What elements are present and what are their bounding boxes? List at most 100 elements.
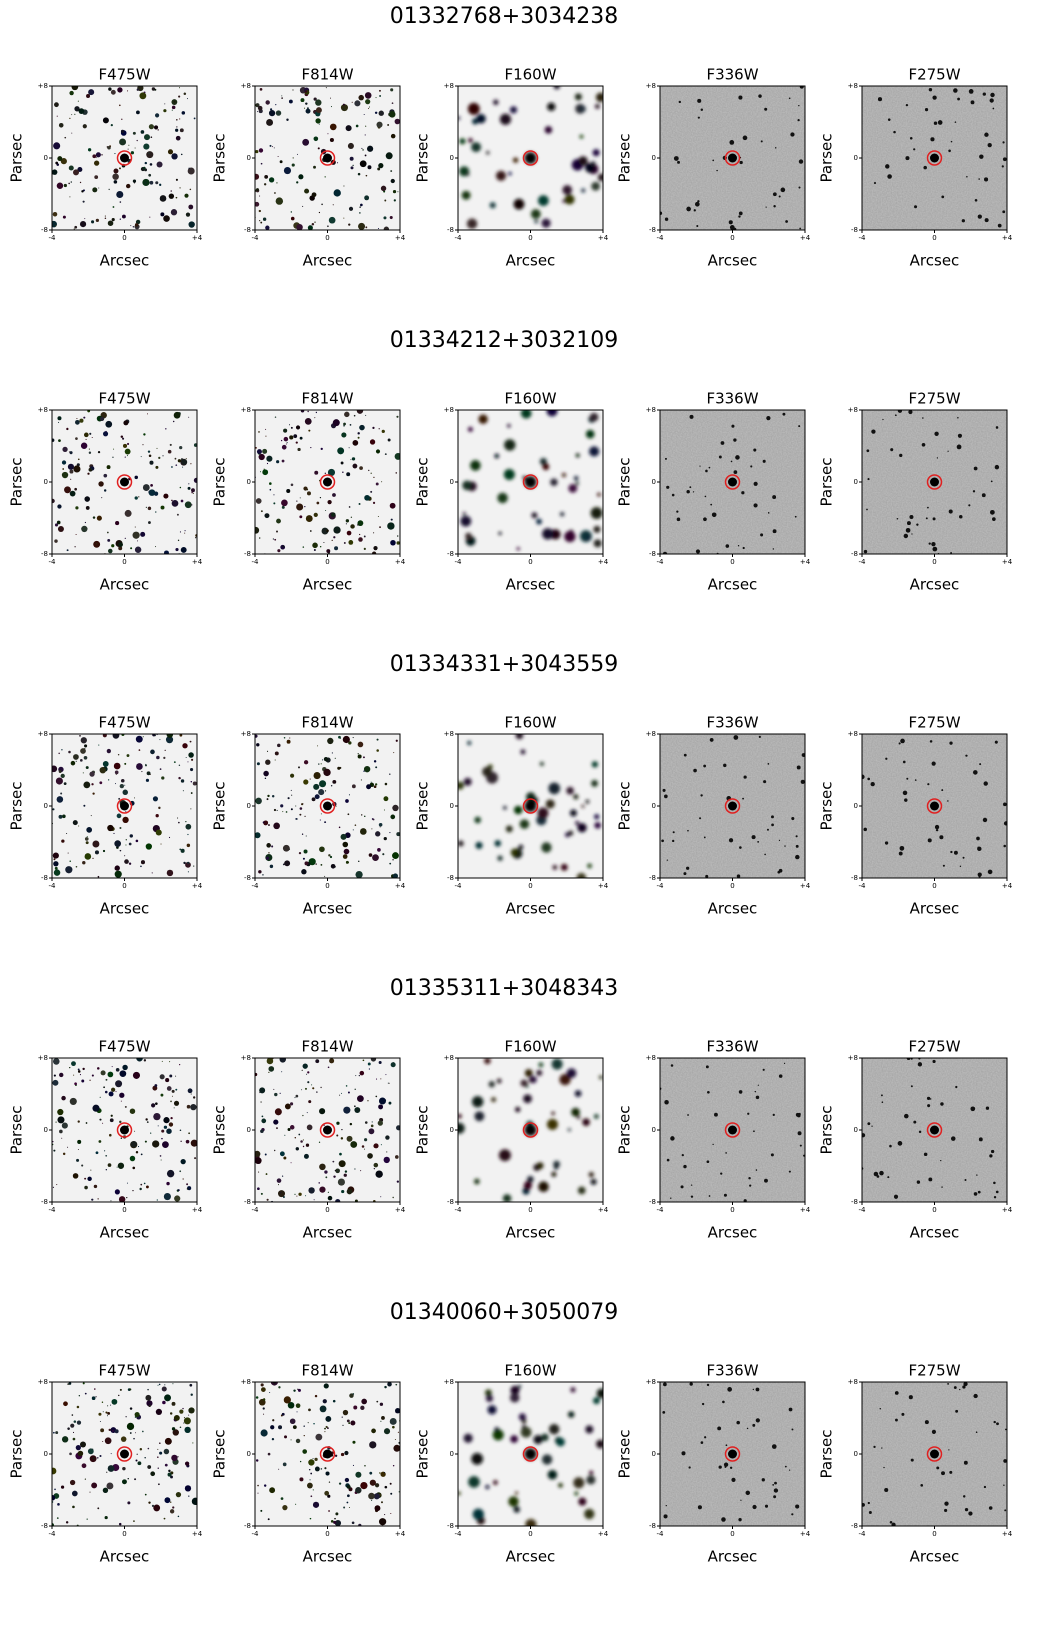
star — [982, 493, 986, 497]
star — [358, 173, 361, 176]
star — [112, 1430, 114, 1432]
star — [155, 1102, 158, 1105]
star — [965, 755, 967, 757]
star — [155, 466, 158, 469]
star — [397, 541, 400, 544]
x-tick-label: +4 — [800, 882, 811, 890]
star — [159, 184, 161, 186]
star — [323, 1399, 327, 1403]
star — [928, 838, 932, 842]
star — [704, 837, 706, 839]
star — [324, 821, 326, 823]
star — [180, 487, 182, 489]
star — [276, 519, 281, 524]
star — [69, 451, 70, 452]
x-tick-label: -4 — [657, 1206, 665, 1214]
star — [325, 1416, 331, 1422]
x-axis-label: Arcsec — [506, 900, 556, 918]
star — [148, 1448, 150, 1450]
star — [866, 449, 869, 452]
y-tick-label: 0 — [450, 478, 454, 486]
star — [130, 1407, 132, 1409]
star — [125, 457, 126, 458]
star — [83, 201, 85, 203]
star — [88, 148, 91, 151]
star — [325, 1176, 327, 1178]
star — [291, 1162, 292, 1163]
star — [955, 1086, 957, 1088]
y-axis-label: Parsec — [616, 781, 634, 830]
star — [113, 732, 120, 739]
star — [392, 805, 398, 811]
star — [363, 1059, 365, 1061]
star — [354, 1107, 360, 1113]
star — [119, 1121, 121, 1123]
star — [128, 149, 129, 150]
star — [278, 1386, 280, 1388]
star — [256, 743, 259, 746]
star — [360, 1406, 364, 1410]
star — [374, 1168, 375, 1169]
star — [170, 1412, 172, 1414]
source — [728, 1126, 737, 1135]
star — [370, 1480, 376, 1486]
y-tick-label: +8 — [38, 730, 48, 738]
star — [81, 737, 87, 743]
star — [89, 1080, 90, 1081]
star — [264, 513, 269, 518]
star — [756, 1388, 760, 1392]
star — [368, 1062, 371, 1065]
star — [319, 1108, 325, 1114]
star — [144, 1457, 145, 1458]
panel-title: F814W — [301, 66, 353, 84]
y-tick-label: -8 — [649, 1522, 656, 1530]
star — [84, 433, 89, 438]
star — [83, 772, 84, 773]
star — [105, 1411, 107, 1413]
x-axis-label: Arcsec — [910, 252, 960, 270]
star — [289, 737, 290, 738]
star — [458, 840, 464, 846]
star — [376, 449, 380, 453]
star — [71, 133, 72, 134]
star — [390, 1493, 392, 1495]
star — [773, 496, 776, 499]
star — [904, 798, 907, 801]
star — [774, 1488, 778, 1492]
star — [188, 205, 193, 210]
star — [98, 1140, 101, 1143]
star — [79, 1395, 80, 1396]
star — [562, 473, 566, 477]
source — [323, 802, 332, 811]
star — [367, 146, 373, 152]
star — [343, 104, 345, 106]
star — [693, 491, 694, 492]
star — [303, 487, 307, 491]
star — [773, 529, 777, 533]
star — [125, 1416, 126, 1417]
star — [310, 779, 311, 780]
star — [57, 1116, 64, 1123]
star — [867, 478, 869, 480]
image-stamp — [51, 731, 197, 878]
star — [176, 126, 177, 127]
star — [957, 445, 962, 450]
star — [55, 162, 58, 165]
star — [314, 1199, 315, 1200]
x-tick-label: -4 — [657, 882, 665, 890]
star — [899, 742, 901, 744]
star — [376, 122, 382, 128]
star — [335, 1170, 336, 1171]
star — [193, 781, 197, 785]
star — [268, 1066, 274, 1072]
star — [703, 765, 706, 768]
row-title: 01335311+3048343 — [390, 976, 618, 1001]
star — [64, 486, 71, 493]
star — [188, 483, 189, 484]
row-title: 01334212+3032109 — [390, 328, 618, 353]
star — [270, 145, 272, 147]
star — [313, 784, 319, 790]
star — [392, 1426, 395, 1429]
star — [103, 850, 105, 852]
star — [338, 736, 341, 739]
